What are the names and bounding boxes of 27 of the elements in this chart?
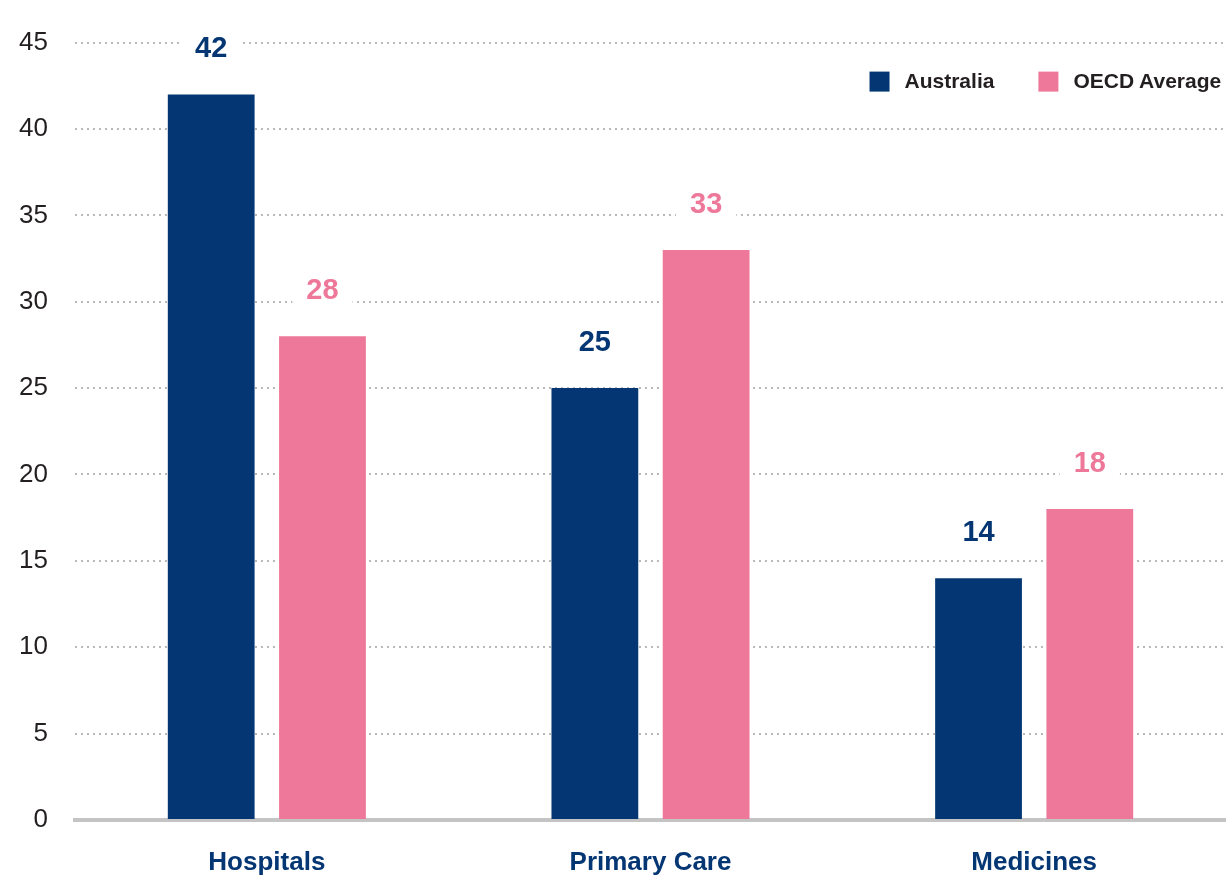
- bar: [167, 94, 255, 819]
- y-tick-label: 30: [19, 284, 48, 315]
- bar: [662, 249, 750, 819]
- y-tick-label: 10: [19, 630, 48, 661]
- y-tick-label: 25: [19, 371, 48, 402]
- bar: [279, 336, 366, 819]
- data-label: 33: [690, 186, 723, 219]
- x-tick-label: Hospitals: [208, 845, 326, 876]
- legend-label: OECD Average: [1073, 69, 1222, 93]
- data-label: 42: [195, 31, 228, 64]
- legend-label: Australia: [904, 69, 995, 93]
- data-label: 28: [306, 273, 339, 306]
- bar: [1046, 509, 1134, 819]
- y-tick-label: 15: [19, 544, 48, 575]
- data-label: 14: [962, 515, 995, 548]
- bar: [551, 388, 639, 819]
- y-tick-label: 20: [19, 457, 48, 488]
- y-tick-label: 35: [19, 198, 48, 229]
- y-tick-label: 0: [33, 803, 48, 834]
- y-tick-label: 40: [19, 112, 48, 143]
- y-tick-label: 5: [33, 716, 48, 747]
- x-tick-label: Medicines: [971, 845, 1098, 876]
- data-label: 25: [578, 325, 611, 358]
- y-tick-label: 45: [19, 25, 48, 56]
- bar: [935, 578, 1022, 819]
- x-tick-label: Primary Care: [569, 845, 732, 876]
- data-label: 18: [1073, 446, 1106, 479]
